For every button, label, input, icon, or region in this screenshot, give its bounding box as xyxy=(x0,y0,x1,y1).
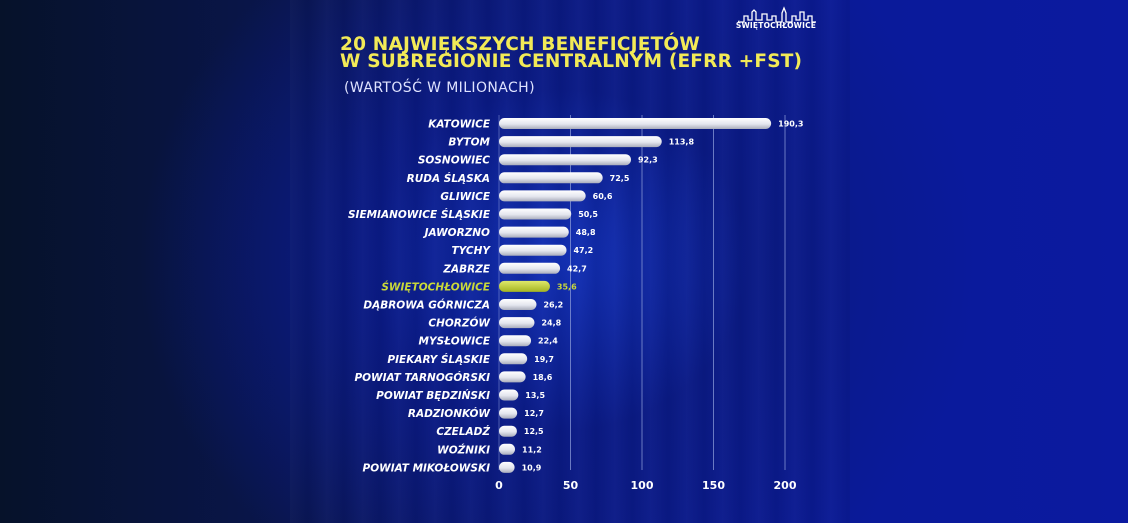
category-label: BYTOM xyxy=(448,137,490,149)
value-label: 50,5 xyxy=(578,210,598,219)
chart-title-line-2: W SUBREGIONIE CENTRALNYM (EFRR +FST) xyxy=(340,51,803,72)
category-label: KATOWICE xyxy=(428,119,491,131)
category-label: POWIAT BĘDZIŃSKI xyxy=(376,389,490,402)
category-label: GLIWICE xyxy=(440,191,490,203)
value-label: 19,7 xyxy=(534,355,554,364)
bar xyxy=(499,244,567,256)
category-label: CZELADŹ xyxy=(436,425,490,438)
bar xyxy=(499,262,561,274)
category-label: WOŹNIKI xyxy=(437,443,490,456)
bar xyxy=(499,317,535,329)
bar xyxy=(499,226,569,238)
bar xyxy=(499,208,572,220)
city-skyline-logo-icon xyxy=(738,6,816,23)
value-labels: 190,3 113,8 92,3 72,5 60,6 50,5 48,8 47,2 42,7 35… xyxy=(522,120,804,473)
bar xyxy=(499,353,528,365)
value-label: 72,5 xyxy=(610,174,630,183)
value-label: 35,6 xyxy=(557,282,577,291)
category-label: RUDA ŚLĄSKA xyxy=(407,172,490,185)
value-label: 47,2 xyxy=(573,246,593,255)
value-label: 60,6 xyxy=(593,192,613,201)
value-label: 190,3 xyxy=(778,120,803,129)
bar xyxy=(499,118,772,129)
bar xyxy=(499,172,603,184)
bar xyxy=(499,389,519,401)
chart-title-line-1: 20 NAJWIĘKSZYCH BENEFICJĘTÓW xyxy=(340,34,700,55)
chart-title: 20 NAJWIĘKSZYCH BENEFICJĘTÓW W SUBREGION… xyxy=(340,34,803,72)
value-label: 12,7 xyxy=(524,409,544,418)
x-axis-ticks: 0 50 100 150 200 xyxy=(495,479,797,492)
category-label: CHORZÓW xyxy=(428,317,490,330)
value-label: 12,5 xyxy=(524,427,544,436)
bar xyxy=(499,407,518,419)
value-label: 92,3 xyxy=(638,156,658,165)
category-label: JAWORZNO xyxy=(423,227,490,239)
category-label: TYCHY xyxy=(452,245,492,257)
category-label: RADZIONKÓW xyxy=(408,407,491,420)
category-label: SIEMIANOWICE ŚLĄSKIE xyxy=(348,208,491,221)
value-label: 18,6 xyxy=(533,373,553,382)
category-label: POWIAT TARNOGÓRSKI xyxy=(354,371,490,384)
bar xyxy=(499,136,662,148)
logo-text: ŚWIĘTOCHŁOWICE xyxy=(735,21,817,30)
bar xyxy=(499,190,586,202)
x-tick-label: 100 xyxy=(631,479,654,492)
x-tick-label: 150 xyxy=(702,479,725,492)
x-tick-label: 50 xyxy=(563,479,579,492)
value-label: 48,8 xyxy=(576,228,596,237)
value-label: 10,9 xyxy=(522,463,542,472)
value-label: 13,5 xyxy=(525,391,545,400)
category-label: POWIAT MIKOŁOWSKI xyxy=(363,462,491,474)
bars-group xyxy=(499,118,772,473)
x-tick-label: 0 xyxy=(495,479,503,492)
chart-subtitle: (WARTOŚĆ W MILIONACH) xyxy=(344,80,535,96)
bar xyxy=(499,443,516,455)
bar xyxy=(499,299,537,310)
category-label: PIEKARY ŚLĄSKIE xyxy=(387,353,490,366)
bar xyxy=(499,335,532,347)
bar xyxy=(499,154,631,166)
value-label: 26,2 xyxy=(543,301,563,310)
bar xyxy=(499,371,526,383)
value-label: 24,8 xyxy=(541,319,561,328)
category-label: DĄBROWA GÓRNICZA xyxy=(363,299,490,312)
value-label: 11,2 xyxy=(522,445,542,454)
category-label: MYSŁOWICE xyxy=(419,336,491,348)
bar xyxy=(499,280,550,292)
category-label: SOSNOWIEC xyxy=(418,155,490,167)
category-label: ZABRZE xyxy=(442,263,490,275)
bar xyxy=(499,461,515,473)
value-label: 22,4 xyxy=(538,337,558,346)
x-tick-label: 200 xyxy=(774,479,797,492)
bar xyxy=(499,425,517,437)
category-labels: KATOWICE BYTOM SOSNOWIEC RUDA ŚLĄSKA GLIWICE… xyxy=(348,119,491,475)
category-label: ŚWIĘTOCHŁOWICE xyxy=(381,280,490,293)
value-label: 42,7 xyxy=(567,264,587,273)
value-label: 113,8 xyxy=(669,138,695,147)
